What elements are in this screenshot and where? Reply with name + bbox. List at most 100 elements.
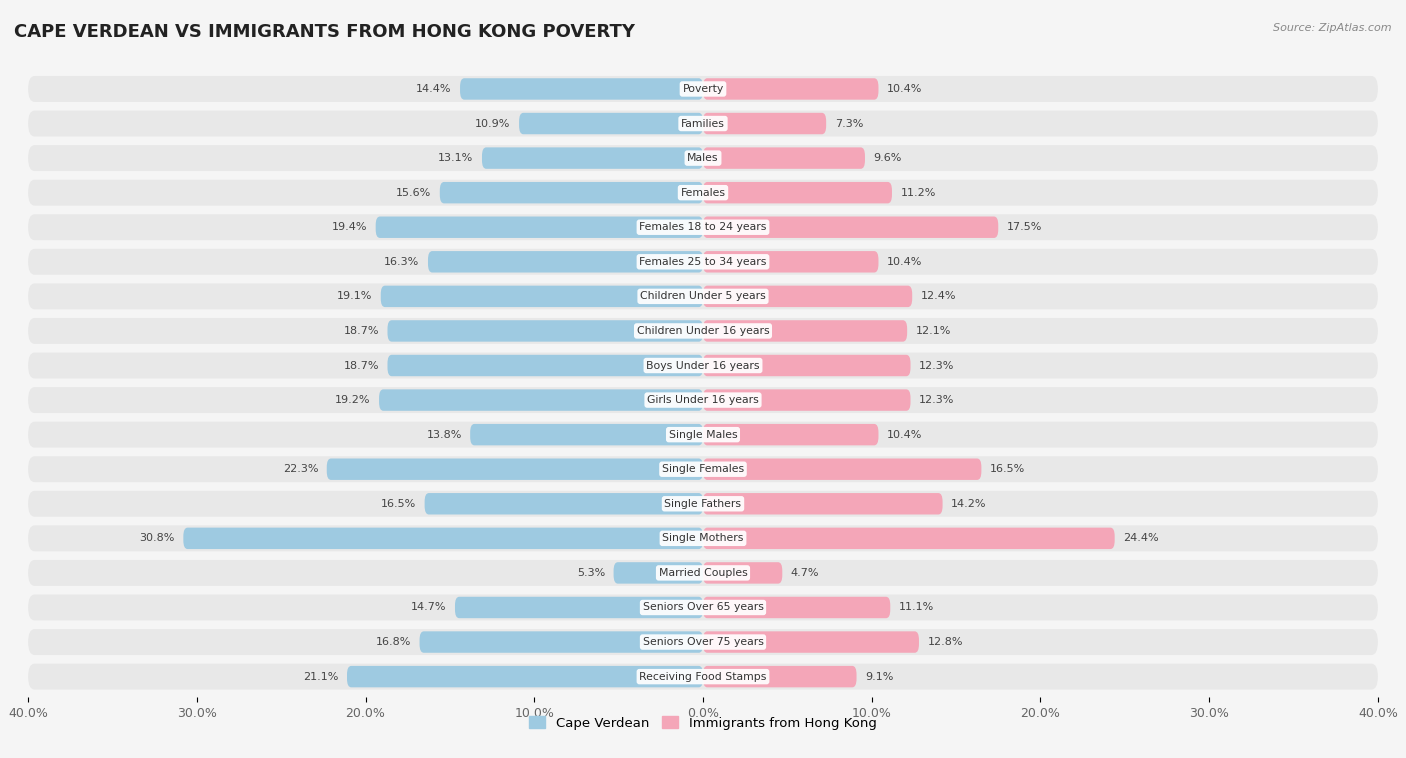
- FancyBboxPatch shape: [28, 421, 1378, 448]
- Text: 15.6%: 15.6%: [396, 188, 432, 198]
- Text: 14.4%: 14.4%: [416, 84, 451, 94]
- FancyBboxPatch shape: [613, 562, 703, 584]
- Text: 30.8%: 30.8%: [139, 534, 174, 543]
- Text: Seniors Over 75 years: Seniors Over 75 years: [643, 637, 763, 647]
- FancyBboxPatch shape: [470, 424, 703, 446]
- FancyBboxPatch shape: [28, 525, 1378, 551]
- FancyBboxPatch shape: [703, 355, 911, 376]
- Text: 11.1%: 11.1%: [898, 603, 934, 612]
- Text: Boys Under 16 years: Boys Under 16 years: [647, 361, 759, 371]
- Text: 9.6%: 9.6%: [873, 153, 901, 163]
- FancyBboxPatch shape: [375, 217, 703, 238]
- FancyBboxPatch shape: [703, 78, 879, 100]
- FancyBboxPatch shape: [703, 597, 890, 619]
- Text: 12.4%: 12.4%: [921, 291, 956, 302]
- Text: 9.1%: 9.1%: [865, 672, 893, 681]
- Text: Receiving Food Stamps: Receiving Food Stamps: [640, 672, 766, 681]
- FancyBboxPatch shape: [388, 320, 703, 342]
- FancyBboxPatch shape: [440, 182, 703, 203]
- FancyBboxPatch shape: [183, 528, 703, 549]
- FancyBboxPatch shape: [456, 597, 703, 619]
- Text: 13.8%: 13.8%: [426, 430, 461, 440]
- FancyBboxPatch shape: [703, 528, 1115, 549]
- FancyBboxPatch shape: [28, 111, 1378, 136]
- Text: 16.5%: 16.5%: [990, 464, 1025, 475]
- FancyBboxPatch shape: [703, 320, 907, 342]
- FancyBboxPatch shape: [380, 390, 703, 411]
- Text: 16.3%: 16.3%: [384, 257, 419, 267]
- FancyBboxPatch shape: [28, 387, 1378, 413]
- FancyBboxPatch shape: [703, 182, 891, 203]
- Text: 7.3%: 7.3%: [835, 118, 863, 129]
- Text: 14.2%: 14.2%: [950, 499, 987, 509]
- Text: Seniors Over 65 years: Seniors Over 65 years: [643, 603, 763, 612]
- Text: 18.7%: 18.7%: [343, 361, 380, 371]
- FancyBboxPatch shape: [28, 318, 1378, 344]
- Text: Females 25 to 34 years: Females 25 to 34 years: [640, 257, 766, 267]
- FancyBboxPatch shape: [703, 390, 911, 411]
- Text: Females: Females: [681, 188, 725, 198]
- Text: 12.8%: 12.8%: [928, 637, 963, 647]
- Text: Single Fathers: Single Fathers: [665, 499, 741, 509]
- FancyBboxPatch shape: [388, 355, 703, 376]
- FancyBboxPatch shape: [28, 456, 1378, 482]
- Text: 10.9%: 10.9%: [475, 118, 510, 129]
- FancyBboxPatch shape: [703, 493, 942, 515]
- Text: 13.1%: 13.1%: [439, 153, 474, 163]
- FancyBboxPatch shape: [28, 145, 1378, 171]
- Text: 17.5%: 17.5%: [1007, 222, 1042, 232]
- FancyBboxPatch shape: [326, 459, 703, 480]
- Text: Children Under 16 years: Children Under 16 years: [637, 326, 769, 336]
- Text: 21.1%: 21.1%: [304, 672, 339, 681]
- Text: 18.7%: 18.7%: [343, 326, 380, 336]
- Text: Married Couples: Married Couples: [658, 568, 748, 578]
- Text: Poverty: Poverty: [682, 84, 724, 94]
- Text: Females 18 to 24 years: Females 18 to 24 years: [640, 222, 766, 232]
- Text: Girls Under 16 years: Girls Under 16 years: [647, 395, 759, 405]
- FancyBboxPatch shape: [381, 286, 703, 307]
- Text: 12.3%: 12.3%: [920, 361, 955, 371]
- Text: 16.8%: 16.8%: [375, 637, 411, 647]
- FancyBboxPatch shape: [28, 491, 1378, 517]
- Text: 19.1%: 19.1%: [337, 291, 373, 302]
- FancyBboxPatch shape: [703, 424, 879, 446]
- FancyBboxPatch shape: [703, 147, 865, 169]
- FancyBboxPatch shape: [703, 286, 912, 307]
- FancyBboxPatch shape: [28, 629, 1378, 655]
- Text: 19.4%: 19.4%: [332, 222, 367, 232]
- FancyBboxPatch shape: [425, 493, 703, 515]
- FancyBboxPatch shape: [703, 113, 827, 134]
- Text: 10.4%: 10.4%: [887, 84, 922, 94]
- Text: 12.1%: 12.1%: [915, 326, 950, 336]
- Text: Single Mothers: Single Mothers: [662, 534, 744, 543]
- FancyBboxPatch shape: [28, 180, 1378, 205]
- Text: 14.7%: 14.7%: [411, 603, 447, 612]
- FancyBboxPatch shape: [703, 459, 981, 480]
- Text: Single Females: Single Females: [662, 464, 744, 475]
- Text: 24.4%: 24.4%: [1123, 534, 1159, 543]
- FancyBboxPatch shape: [427, 251, 703, 273]
- Text: 16.5%: 16.5%: [381, 499, 416, 509]
- FancyBboxPatch shape: [28, 664, 1378, 690]
- FancyBboxPatch shape: [703, 217, 998, 238]
- Text: 12.3%: 12.3%: [920, 395, 955, 405]
- Text: 11.2%: 11.2%: [900, 188, 936, 198]
- Text: Children Under 5 years: Children Under 5 years: [640, 291, 766, 302]
- FancyBboxPatch shape: [347, 666, 703, 688]
- Text: Single Males: Single Males: [669, 430, 737, 440]
- Text: 10.4%: 10.4%: [887, 257, 922, 267]
- FancyBboxPatch shape: [519, 113, 703, 134]
- FancyBboxPatch shape: [28, 76, 1378, 102]
- FancyBboxPatch shape: [28, 249, 1378, 274]
- Text: Families: Families: [681, 118, 725, 129]
- Text: 4.7%: 4.7%: [790, 568, 820, 578]
- Text: 19.2%: 19.2%: [335, 395, 371, 405]
- FancyBboxPatch shape: [28, 560, 1378, 586]
- Text: 5.3%: 5.3%: [576, 568, 605, 578]
- Text: Source: ZipAtlas.com: Source: ZipAtlas.com: [1274, 23, 1392, 33]
- FancyBboxPatch shape: [703, 562, 782, 584]
- FancyBboxPatch shape: [703, 251, 879, 273]
- FancyBboxPatch shape: [703, 666, 856, 688]
- Text: CAPE VERDEAN VS IMMIGRANTS FROM HONG KONG POVERTY: CAPE VERDEAN VS IMMIGRANTS FROM HONG KON…: [14, 23, 636, 41]
- FancyBboxPatch shape: [28, 283, 1378, 309]
